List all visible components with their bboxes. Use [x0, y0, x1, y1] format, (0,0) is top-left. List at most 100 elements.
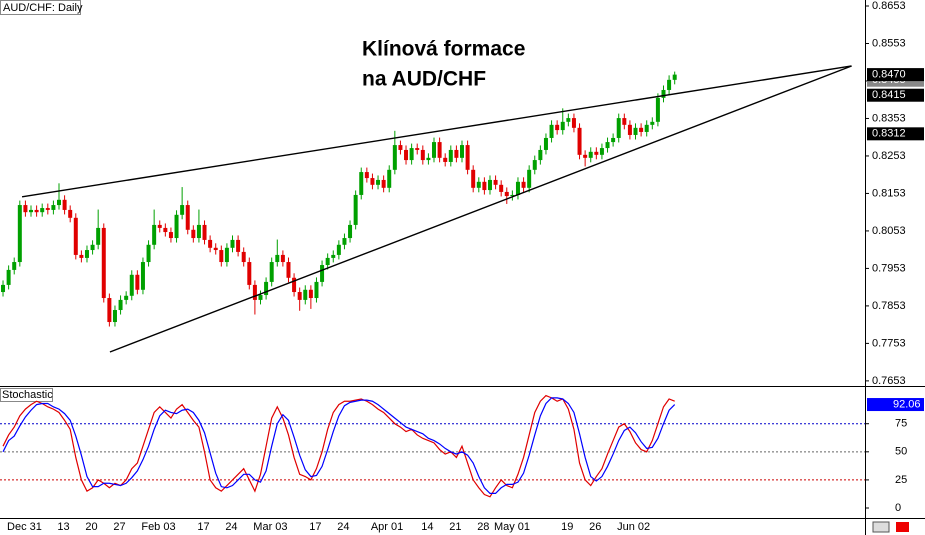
candle-body [1, 284, 6, 293]
candle-body [510, 194, 515, 197]
x-tick-label: 21 [449, 521, 461, 533]
candle-body [667, 79, 672, 90]
candle-body [538, 149, 543, 161]
candle-body [90, 244, 95, 251]
candle-body [571, 118, 576, 128]
candle-body [191, 229, 196, 239]
candle-body [308, 289, 313, 299]
y-tick-label: 0.8153 [872, 187, 906, 199]
annotation: Klínová formace [362, 38, 525, 61]
candle-body [252, 284, 257, 300]
candle-body [79, 254, 84, 258]
candle-body [420, 149, 425, 161]
x-tick-label: Jun 02 [617, 521, 650, 533]
candle-body [633, 127, 638, 135]
candle-body [616, 118, 621, 138]
candle-body [527, 169, 532, 188]
candle-body [448, 149, 453, 162]
candle-body [325, 257, 330, 266]
candle-body [655, 97, 660, 122]
candle-body [73, 217, 78, 255]
candle-body [409, 148, 414, 161]
candle-body [432, 142, 437, 158]
candle-body [163, 227, 168, 233]
candle-body [627, 124, 632, 135]
candle-body [51, 205, 56, 210]
candle-body [29, 209, 34, 213]
trend-line [21, 65, 852, 198]
y-tick-label: 0.7753 [872, 337, 906, 349]
candle-body [605, 142, 610, 149]
candle-body [275, 254, 280, 263]
candle-body [168, 232, 173, 239]
candle-body [639, 127, 644, 132]
candle-body [40, 208, 45, 213]
candle-body [34, 209, 39, 213]
candle-body [56, 199, 61, 206]
x-tick-label: 14 [421, 521, 433, 533]
candle-body [353, 194, 358, 225]
trend-line [109, 65, 852, 353]
candle-body [672, 74, 677, 80]
candle-body [599, 148, 604, 155]
indicator-title: Stochastic [2, 389, 53, 401]
candle-body [62, 199, 67, 210]
candle-body [392, 145, 397, 170]
candle-body [443, 157, 448, 162]
candle-body [459, 145, 464, 158]
candle-body [331, 254, 336, 258]
y-tick-label: 75 [895, 418, 907, 430]
candle-body [320, 265, 325, 282]
candle-body [17, 205, 22, 263]
x-tick-label: Mar 03 [253, 521, 287, 533]
candle-body [364, 172, 369, 179]
candle-body [549, 124, 554, 138]
x-tick-label: Feb 03 [141, 521, 175, 533]
candle-body [152, 224, 157, 245]
candle-body [577, 127, 582, 155]
indicator-title-box [0, 388, 53, 402]
candle-body [348, 224, 353, 239]
candle-body [303, 289, 308, 300]
x-tick-label: 27 [113, 521, 125, 533]
chart-title: AUD/CHF: Daily [3, 2, 83, 14]
jump-icon[interactable] [896, 522, 909, 532]
candle-body [112, 310, 117, 323]
candle-body [454, 149, 459, 158]
current-value-marker [867, 398, 924, 412]
candle-body [415, 148, 420, 150]
candle-body [236, 239, 241, 252]
candle-body [465, 145, 470, 170]
candle-body [96, 227, 101, 245]
candle-body [588, 151, 593, 158]
x-tick-label: Apr 01 [371, 521, 403, 533]
candle-body [650, 121, 655, 125]
y-tick-label: 0.7853 [872, 300, 906, 312]
y-tick-label: 0.8553 [872, 37, 906, 49]
candle-body [129, 274, 134, 296]
candle-body [622, 118, 627, 125]
candle-body [644, 124, 649, 132]
candle-body [6, 269, 11, 285]
candle-body [532, 160, 537, 170]
candle-body [583, 154, 588, 158]
candle-body [84, 250, 89, 258]
scroll-icon[interactable] [872, 521, 890, 533]
candle-body [208, 239, 213, 248]
y-tick-label: 0.8353 [872, 112, 906, 124]
candle-body [560, 121, 565, 131]
candle-body [180, 205, 185, 215]
candle-body [370, 178, 375, 185]
price-marker [867, 68, 924, 82]
x-tick-label: 20 [85, 521, 97, 533]
candle-body [555, 124, 560, 131]
candle-body [124, 295, 129, 300]
candle-body [241, 251, 246, 263]
y-tick-label: 0.7653 [872, 375, 906, 387]
candle-body [611, 137, 616, 143]
price-marker-label: 0.8312 [872, 128, 906, 140]
candle-body [376, 179, 381, 185]
candle-body [387, 169, 392, 188]
candle-body [521, 181, 526, 188]
candle-body [269, 262, 274, 282]
